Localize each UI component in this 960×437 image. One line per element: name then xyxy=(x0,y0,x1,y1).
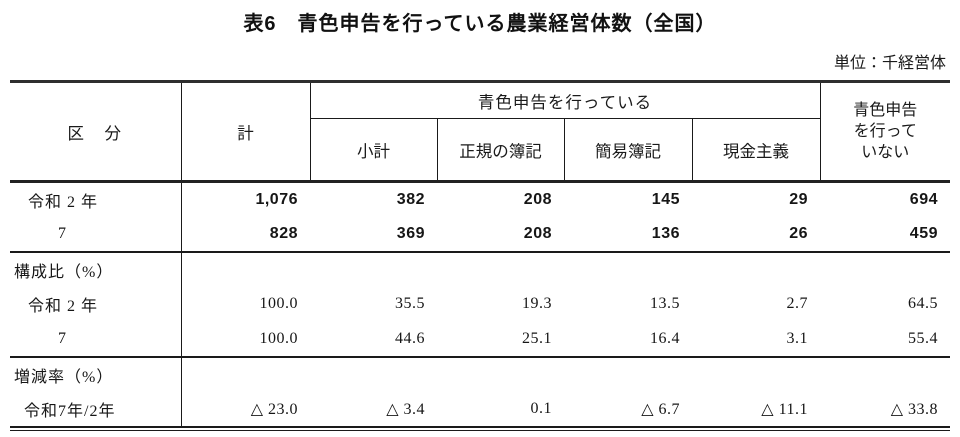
value-cell xyxy=(820,355,950,392)
value-cell: 100.0 xyxy=(259,295,298,312)
value-cell: 3.1 xyxy=(786,329,808,347)
col-header-blue-return-group: 青色申告を行っている xyxy=(310,81,821,119)
value-cell xyxy=(310,250,437,287)
page-title: 表6 青色申告を行っている農業経営体数（全国） xyxy=(243,13,717,35)
table-header: 区 分 計 青色申告を行っている 青色申告 を行って いない 小計 正規の簿記 … xyxy=(10,81,950,182)
unit-label: 単位：千経営体 xyxy=(833,55,946,72)
value-cell: △ 23.0 xyxy=(250,400,298,418)
row-label: 7 xyxy=(10,321,182,357)
value-cell xyxy=(181,355,310,392)
table-row: 7 100.0 44.6 25.1 16.4 3.1 55.4 xyxy=(10,321,950,357)
value-cell: 0.1 xyxy=(530,399,552,417)
table-row: 令和 2 年 100.0 35.5 19.3 13.5 2.7 64.5 xyxy=(10,286,950,322)
col-header-total: 計 xyxy=(181,81,311,182)
value-cell: 13.5 xyxy=(650,295,680,312)
value-cell xyxy=(564,250,692,287)
value-cell xyxy=(820,250,950,287)
row-label: 令和 2 年 xyxy=(10,286,182,322)
value-cell: △ 33.8 xyxy=(890,400,938,418)
value-cell: 208 xyxy=(437,180,564,217)
value-cell: 828 xyxy=(269,224,298,242)
value-cell: 2.7 xyxy=(786,295,808,312)
value-cell: 369 xyxy=(396,224,425,242)
col-header-kubun: 区 分 xyxy=(10,81,182,182)
value-cell: △ 11.1 xyxy=(761,400,808,418)
value-cell: 100.0 xyxy=(259,329,298,347)
col-header-simple-bookkeeping: 簡易簿記 xyxy=(564,118,693,182)
value-cell xyxy=(181,250,310,287)
value-cell: 29 xyxy=(692,180,820,217)
row-label: 構成比（%） xyxy=(10,250,182,287)
value-cell xyxy=(692,355,820,392)
value-cell: 136 xyxy=(651,224,680,242)
value-cell: 25.1 xyxy=(522,329,552,347)
value-cell: 16.4 xyxy=(650,329,680,347)
value-cell: 1,076 xyxy=(181,180,310,217)
value-cell: 55.4 xyxy=(908,329,938,347)
value-cell xyxy=(564,355,692,392)
value-cell xyxy=(310,355,437,392)
value-cell: △ 6.7 xyxy=(641,400,680,418)
value-cell: 208 xyxy=(523,224,552,242)
header-row-group: 区 分 計 青色申告を行っている 青色申告 を行って いない xyxy=(10,81,950,182)
header-row-sub: 小計 正規の簿記 簡易簿記 現金主義 xyxy=(10,118,950,182)
table-row: 令和 2 年 1,076 382 208 145 29 694 xyxy=(10,180,950,217)
row-label: 令和7年/2年 xyxy=(10,391,182,427)
value-cell: 145 xyxy=(564,180,692,217)
value-cell: 26 xyxy=(789,224,808,242)
col-header-double-entry-bookkeeping: 正規の簿記 xyxy=(437,118,565,182)
value-cell: 382 xyxy=(310,180,437,217)
col-header-not-blue-return: 青色申告 を行って いない xyxy=(853,101,918,162)
value-cell: 459 xyxy=(909,224,938,242)
value-cell: 694 xyxy=(820,180,950,217)
value-cell: 35.5 xyxy=(395,295,425,312)
row-label: 令和 2 年 xyxy=(10,180,182,217)
value-cell: 44.6 xyxy=(395,329,425,347)
value-cell xyxy=(692,250,820,287)
col-header-subtotal: 小計 xyxy=(310,118,438,182)
value-cell xyxy=(437,355,564,392)
value-cell: 64.5 xyxy=(908,295,938,312)
table-row: 構成比（%） xyxy=(10,250,950,287)
value-cell: 19.3 xyxy=(522,295,552,312)
value-cell xyxy=(437,250,564,287)
table-row: 7 828 369 208 136 26 459 xyxy=(10,216,950,252)
col-header-cash-basis: 現金主義 xyxy=(692,118,821,182)
table-body: 令和 2 年 1,076 382 208 145 29 694 7 828 369 208 136 26… xyxy=(10,180,950,427)
blue-return-table: 区 分 計 青色申告を行っている 青色申告 を行って いない 小計 正規の簿記 … xyxy=(10,80,950,428)
table-row: 増減率（%） xyxy=(10,355,950,392)
row-label: 増減率（%） xyxy=(10,355,182,392)
row-label: 7 xyxy=(10,216,182,252)
table-row: 令和7年/2年 △ 23.0 △ 3.4 0.1 △ 6.7 △ 11.1 △ 33.8 xyxy=(10,391,950,427)
value-cell: △ 3.4 xyxy=(386,400,425,418)
table-bottom-rule xyxy=(10,429,950,431)
